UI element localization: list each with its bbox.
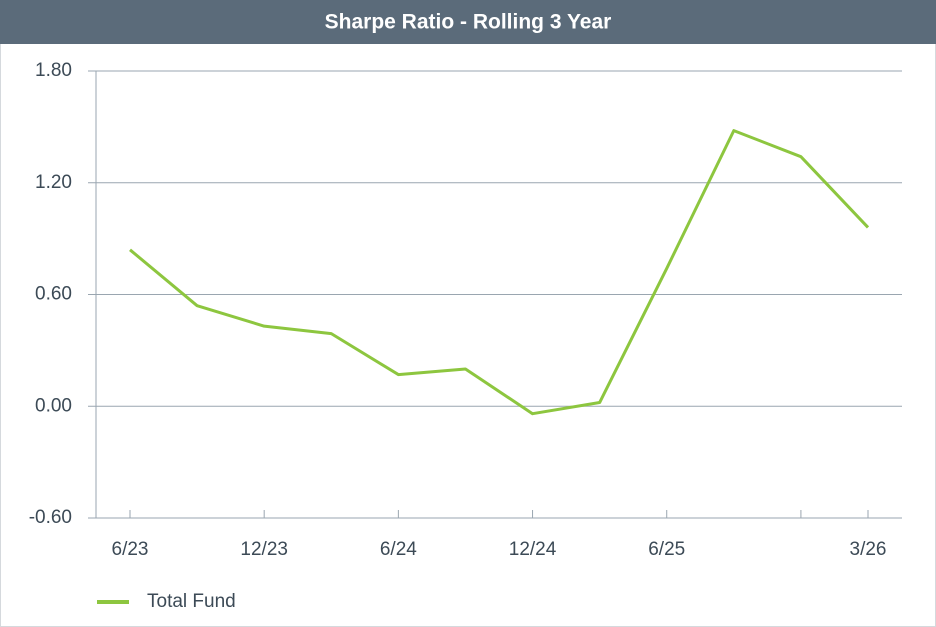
y-tick-label: -0.60 <box>29 507 72 528</box>
x-tick-label: 6/25 <box>648 539 685 560</box>
series-line <box>129 129 870 416</box>
y-tick-label: 0.60 <box>35 284 72 305</box>
x-tick-label: 12/23 <box>240 539 288 560</box>
title-bar <box>0 0 936 44</box>
y-tick-label: 1.20 <box>35 172 72 193</box>
y-tick-label: 1.80 <box>35 60 72 81</box>
x-tick-label: 12/24 <box>509 539 557 560</box>
y-tick-label: 0.00 <box>35 395 72 416</box>
x-tick-label: 6/24 <box>380 539 417 560</box>
x-tick-label: 6/23 <box>112 539 149 560</box>
chart-title: Sharpe Ratio - Rolling 3 Year <box>325 11 612 34</box>
x-tick-label: 3/26 <box>850 539 887 560</box>
legend-label: Total Fund <box>147 591 236 612</box>
